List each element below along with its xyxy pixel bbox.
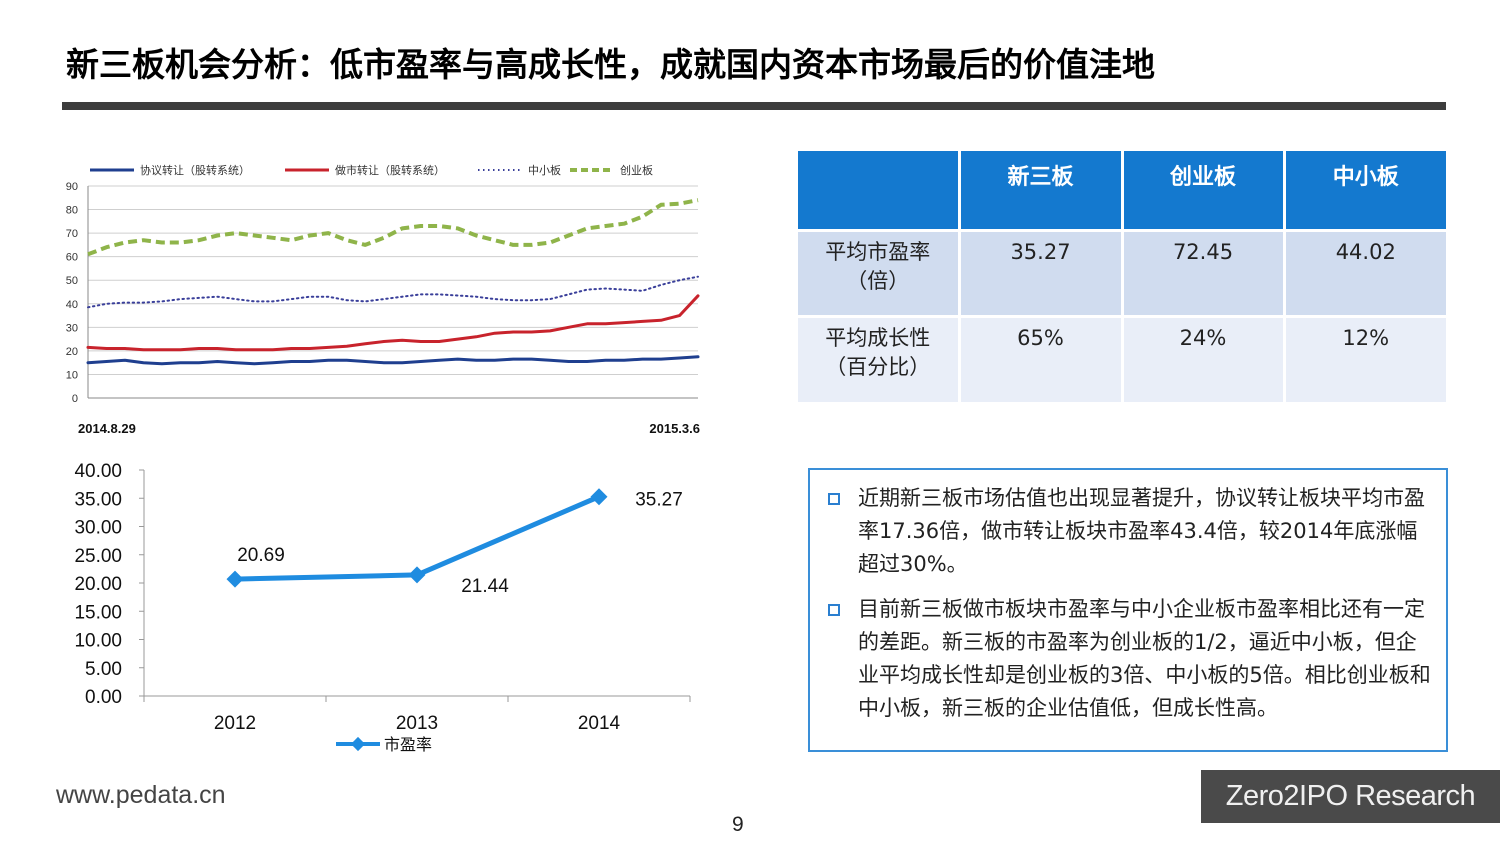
- y-tick-label: 20: [66, 346, 78, 358]
- legend-label: 创业板: [620, 163, 653, 177]
- table-header-row: 新三板 创业板 中小板: [798, 151, 1446, 230]
- y-tick-label: 40: [66, 299, 78, 311]
- pe-trend-line-chart: 0 10 20 30 40 50 60 70 80 90 协议转让（股转系统） 做市转让（股转系统）…: [60, 148, 710, 440]
- brand-logo: Zero2IPO Research: [1201, 770, 1500, 823]
- note-text: 目前新三板做市板块市盈率与中小企业板市盈率相比还有一定的差距。新三板的市盈率为创…: [858, 597, 1431, 720]
- square-bullet-icon: [828, 493, 840, 505]
- table-header-empty: [798, 151, 961, 230]
- pe-data-point: [226, 570, 244, 588]
- legend-label: 中小板: [528, 163, 561, 177]
- y-tick-label: 30.00: [74, 518, 122, 539]
- row-label-line1: 平均成长性: [825, 325, 931, 350]
- x-tick-label: 2013: [396, 713, 438, 734]
- title-divider: [62, 102, 1446, 110]
- valuation-comparison-table: 新三板 创业板 中小板 平均市盈率 （倍） 35.27 72.45 44.02 …: [798, 151, 1446, 402]
- series-line-3: [87, 198, 699, 257]
- data-label: 35.27: [635, 490, 683, 511]
- series-line-1: [86, 294, 700, 352]
- note-text: 近期新三板市场估值也出现显著提升，协议转让板块平均市盈率17.36倍，做市转让板…: [858, 486, 1425, 576]
- legend-label: 协议转让（股转系统）: [140, 163, 250, 177]
- table-header-chuangyeban: 创业板: [1122, 151, 1286, 230]
- data-label: 20.69: [237, 545, 285, 566]
- series-line-0: [86, 355, 700, 366]
- y-tick-label: 0.00: [85, 687, 122, 708]
- x-start-label: 2014.8.29: [78, 421, 136, 436]
- y-tick-label: 25.00: [74, 546, 122, 567]
- footer-url[interactable]: www.pedata.cn: [56, 781, 226, 809]
- y-tick-label: 10.00: [74, 631, 122, 652]
- row-label: 平均市盈率 （倍）: [798, 228, 961, 316]
- y-tick-label: 90: [66, 181, 78, 193]
- table-cell: 12%: [1284, 314, 1446, 402]
- legend-marker: [350, 736, 366, 752]
- legend-label: 做市转让（股转系统）: [335, 163, 445, 177]
- y-tick-label: 50: [66, 275, 78, 287]
- xinsanban-pe-chart: 0.00 5.00 10.00 15.00 20.00 25.00 30.00 35.00 40…: [74, 461, 691, 754]
- y-tick-label: 30: [66, 322, 78, 334]
- y-tick-label: 20.00: [74, 574, 122, 595]
- table-header-zhongxiaoban: 中小板: [1284, 151, 1446, 230]
- table-header-xinsanban: 新三板: [959, 151, 1124, 230]
- y-tick-label: 60: [66, 252, 78, 264]
- analysis-notes-box: 近期新三板市场估值也出现显著提升，协议转让板块平均市盈率17.36倍，做市转让板…: [808, 468, 1448, 752]
- note-item: 近期新三板市场估值也出现显著提升，协议转让板块平均市盈率17.36倍，做市转让板…: [828, 482, 1432, 581]
- page-number: 9: [732, 813, 744, 836]
- note-item: 目前新三板做市板块市盈率与中小企业板市盈率相比还有一定的差距。新三板的市盈率为创…: [828, 593, 1432, 725]
- row-label-line2: （倍）: [846, 268, 910, 293]
- pe-data-point: [408, 566, 426, 584]
- y-tick-label: 40.00: [74, 461, 122, 482]
- square-bullet-icon: [828, 604, 840, 616]
- table-cell: 24%: [1122, 314, 1286, 402]
- y-tick-label: 35.00: [74, 489, 122, 510]
- table-row: 平均市盈率 （倍） 35.27 72.45 44.02: [798, 228, 1446, 316]
- row-label-line1: 平均市盈率: [825, 239, 931, 264]
- table-cell: 44.02: [1284, 228, 1446, 316]
- pe-data-point: [590, 488, 608, 506]
- y-tick-label: 15.00: [74, 602, 122, 623]
- table-cell: 72.45: [1122, 228, 1286, 316]
- x-end-label: 2015.3.6: [649, 421, 700, 436]
- table-cell: 35.27: [959, 228, 1124, 316]
- y-tick-label: 10: [66, 369, 78, 381]
- row-label: 平均成长性 （百分比）: [798, 314, 961, 402]
- legend-label: 市盈率: [384, 735, 432, 754]
- table-cell: 65%: [959, 314, 1124, 402]
- y-tick-label: 80: [66, 205, 78, 217]
- y-tick-label: 70: [66, 228, 78, 240]
- table-row: 平均成长性 （百分比） 65% 24% 12%: [798, 314, 1446, 402]
- series-line-2: [87, 275, 699, 309]
- y-tick-label: 0: [72, 393, 78, 405]
- page-title: 新三板机会分析：低市盈率与高成长性，成就国内资本市场最后的价值洼地: [66, 45, 1155, 84]
- x-tick-label: 2014: [578, 713, 621, 734]
- y-tick-label: 5.00: [85, 659, 122, 680]
- x-tick-label: 2012: [214, 713, 256, 734]
- row-label-line2: （百分比）: [825, 354, 931, 379]
- data-label: 21.44: [461, 576, 509, 597]
